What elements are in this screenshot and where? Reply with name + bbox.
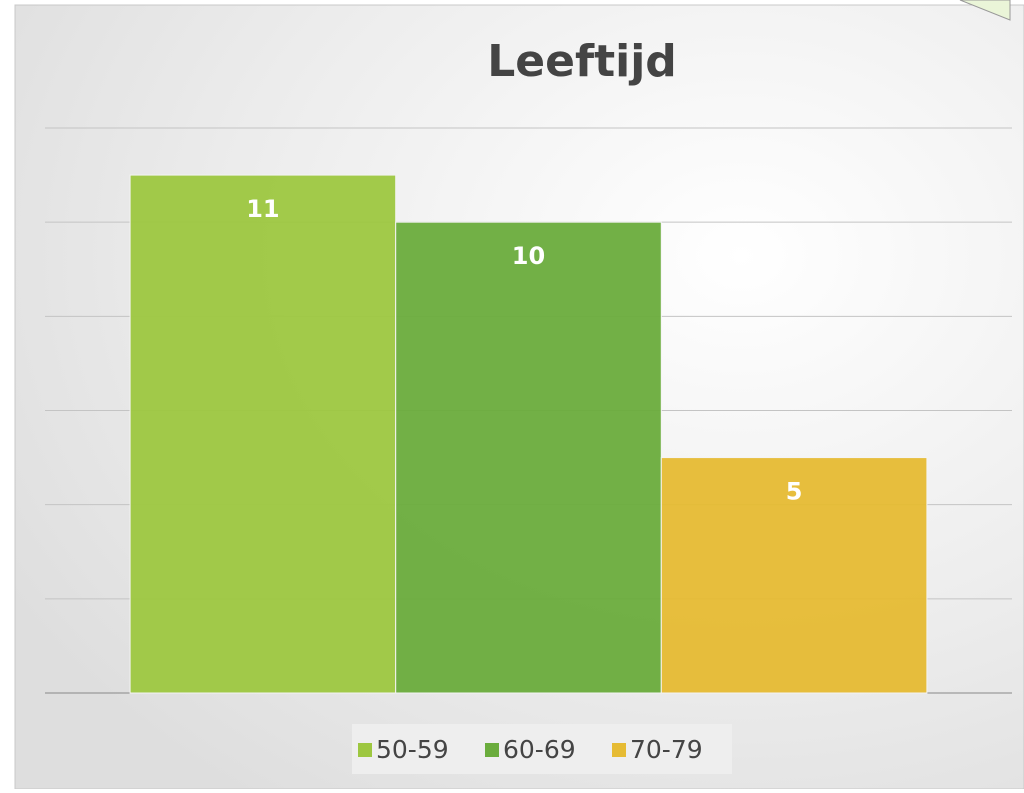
- data-label: 5: [786, 478, 803, 506]
- bar: [395, 221, 662, 694]
- legend-label: 60-69: [503, 735, 576, 764]
- bar: [129, 174, 397, 694]
- chart-title: Leeftijd: [487, 36, 677, 87]
- legend-label: 50-59: [376, 735, 449, 764]
- bar: [660, 457, 928, 694]
- legend-swatch: [358, 743, 372, 757]
- legend-label: 70-79: [630, 735, 703, 764]
- data-label: 11: [246, 195, 279, 223]
- legend-swatch: [612, 743, 626, 757]
- data-label: 10: [512, 242, 545, 270]
- legend-box: [352, 724, 732, 774]
- slide-corner: [959, 0, 1011, 21]
- legend-swatch: [485, 743, 499, 757]
